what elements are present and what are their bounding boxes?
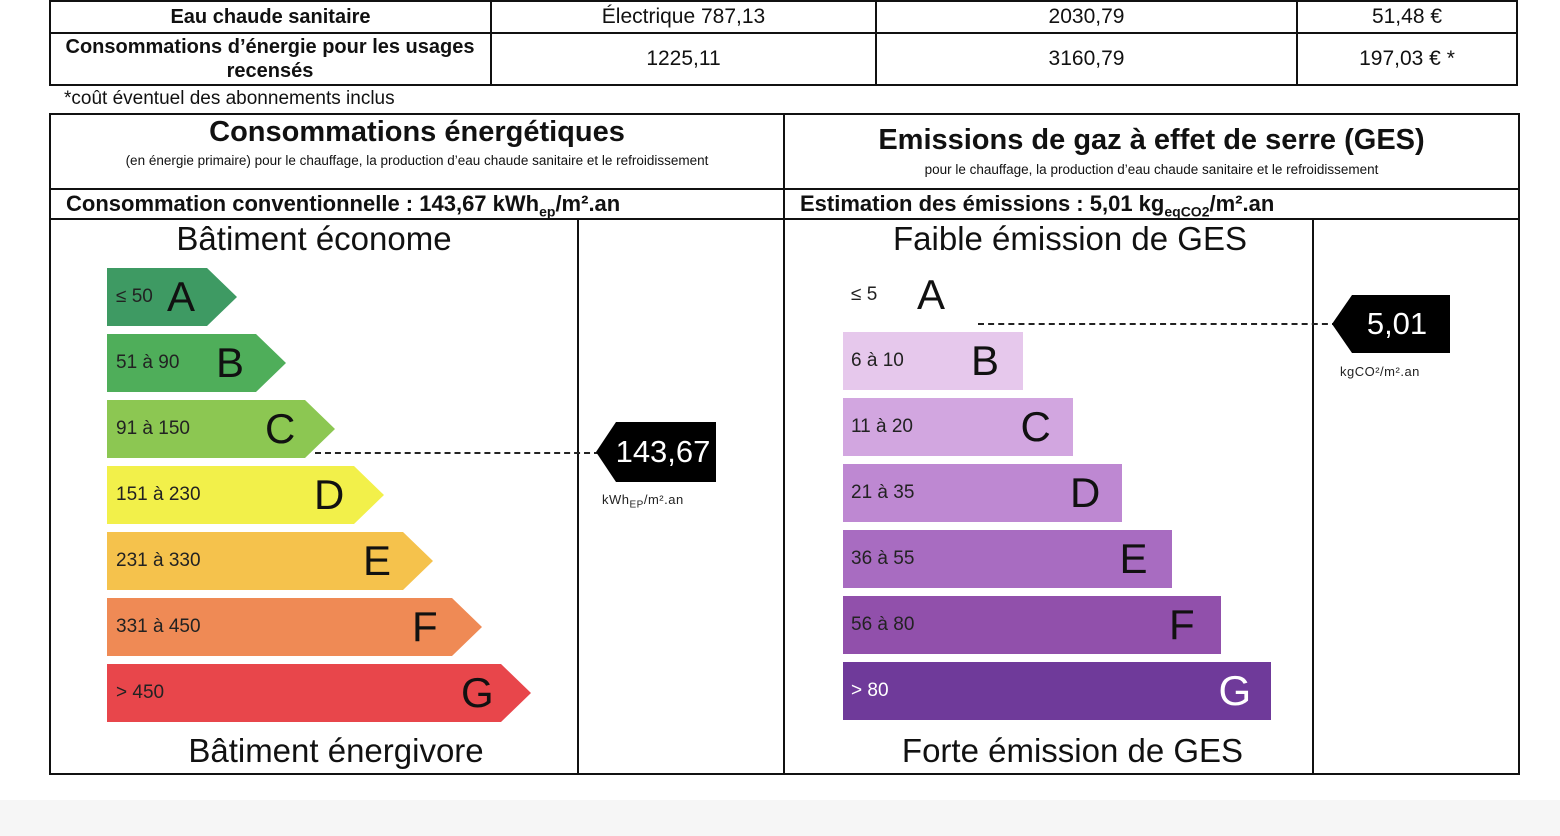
energy-value-marker bbox=[596, 422, 716, 482]
ges-class-letter: D bbox=[1070, 469, 1101, 516]
energy-class-arrow bbox=[107, 334, 286, 392]
energy-class-bar: > 450 G bbox=[107, 664, 531, 722]
ges-marker-line bbox=[978, 323, 1338, 325]
page-bottom-margin bbox=[0, 800, 1560, 836]
ges-class-range: 36 à 55 bbox=[851, 548, 915, 569]
ges-class-bar: 36 à 55 E bbox=[843, 530, 1172, 588]
energy-title: Consommations énergétiques bbox=[209, 116, 625, 148]
energy-subtitle: (en énergie primaire) pour le chauffage,… bbox=[125, 153, 709, 168]
energy-class-arrow bbox=[107, 598, 482, 656]
energy-class-letter: F bbox=[412, 603, 438, 650]
ges-class-range: ≤ 5 bbox=[851, 284, 878, 305]
energy-class-bar: 151 à 230 D bbox=[107, 466, 384, 524]
energy-class-arrow bbox=[107, 532, 433, 590]
ges-class-bar: ≤ 5 A bbox=[843, 266, 973, 324]
energy-class-bar: 331 à 450 F bbox=[107, 598, 482, 656]
energy-marker-line bbox=[315, 452, 600, 454]
ges-class-bar: 6 à 10 B bbox=[843, 332, 1023, 390]
ges-estimation-line: Estimation des émissions : 5,01 kgeqCO2/… bbox=[800, 191, 1275, 220]
energy-class-letter: G bbox=[461, 669, 494, 716]
energy-class-range: 231 à 330 bbox=[116, 550, 201, 571]
ges-class-range: 21 à 35 bbox=[851, 482, 915, 503]
ges-class-letter: G bbox=[1218, 667, 1252, 714]
ges-class-bar: 11 à 20 C bbox=[843, 398, 1073, 456]
energy-class-bar: ≤ 50 A bbox=[107, 268, 237, 326]
energy-conventional-line: Consommation conventionnelle : 143,67 kW… bbox=[66, 191, 621, 220]
ges-bottom-label: Forte émission de GES bbox=[901, 732, 1244, 769]
ges-class-letter: F bbox=[1169, 601, 1195, 648]
ges-class-letter: A bbox=[917, 271, 946, 318]
energy-bottom-label: Bâtiment énergivore bbox=[188, 732, 484, 769]
ges-class-range: 56 à 80 bbox=[851, 614, 915, 635]
energy-class-arrow bbox=[107, 268, 237, 326]
energy-class-range: > 450 bbox=[116, 682, 165, 703]
energy-class-letter: D bbox=[314, 471, 345, 518]
energy-class-letter: B bbox=[216, 339, 245, 386]
energy-class-range: 331 à 450 bbox=[116, 616, 201, 637]
row-value: 3160,79 bbox=[1048, 47, 1125, 70]
energy-class-arrow bbox=[107, 466, 384, 524]
energy-top-label: Bâtiment économe bbox=[176, 220, 452, 257]
ges-value-marker bbox=[1332, 295, 1450, 353]
energy-class-bar: 91 à 150 C bbox=[107, 400, 335, 458]
energy-unit: kWhEP/m².an bbox=[602, 492, 684, 511]
row-cost: 51,48 € bbox=[1371, 5, 1443, 28]
energy-class-range: 151 à 230 bbox=[116, 484, 201, 505]
ges-class-bar: > 80 G bbox=[843, 662, 1271, 720]
ges-class-range: 11 à 20 bbox=[851, 416, 913, 437]
ges-class-bar: 56 à 80 F bbox=[843, 596, 1221, 654]
ges-value: 5,01 bbox=[1366, 306, 1428, 341]
row-label: Eau chaude sanitaire bbox=[170, 6, 371, 28]
energy-class-letter: E bbox=[363, 537, 392, 584]
row-value: 1225,11 bbox=[646, 47, 721, 70]
row-label: Consommations d’énergie pour les usages … bbox=[65, 36, 475, 82]
ges-class-letter: E bbox=[1119, 535, 1148, 582]
ges-class-range: > 80 bbox=[851, 680, 889, 701]
ges-class-letter: B bbox=[971, 337, 1000, 384]
energy-class-letter: A bbox=[167, 273, 196, 320]
ges-top-label: Faible émission de GES bbox=[893, 220, 1247, 257]
ges-unit: kgCO²/m².an bbox=[1340, 364, 1420, 379]
ges-class-letter: C bbox=[1020, 403, 1051, 450]
energy-class-arrow bbox=[107, 400, 335, 458]
ges-class-bar: 21 à 35 D bbox=[843, 464, 1122, 522]
energy-class-letter: C bbox=[265, 405, 296, 452]
energy-class-range: ≤ 50 bbox=[116, 286, 153, 307]
energy-class-range: 51 à 90 bbox=[116, 352, 180, 373]
energy-class-bar: 51 à 90 B bbox=[107, 334, 286, 392]
footnote: *coût éventuel des abonnements inclus bbox=[64, 88, 395, 109]
ges-subtitle: pour le chauffage, la production d’eau c… bbox=[924, 162, 1379, 177]
ges-title: Emissions de gaz à effet de serre (GES) bbox=[878, 124, 1425, 156]
energy-class-range: 91 à 150 bbox=[116, 418, 190, 439]
row-value: 2030,79 bbox=[1048, 5, 1125, 28]
energy-class-arrow bbox=[107, 664, 531, 722]
energy-class-bar: 231 à 330 E bbox=[107, 532, 433, 590]
row-cost: 197,03 € * bbox=[1359, 47, 1455, 70]
row-value: Électrique 787,13 bbox=[601, 5, 766, 28]
energy-value: 143,67 bbox=[615, 434, 711, 469]
ges-class-range: 6 à 10 bbox=[851, 350, 904, 371]
